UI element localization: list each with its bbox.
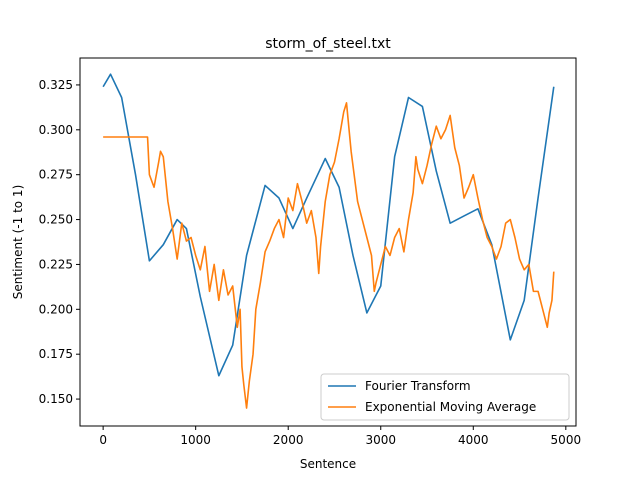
y-axis-ticks: 0.150 0.175 0.200 0.225 0.250 0.275 0.300 0.325 [39,78,80,406]
x-tick-label: 3000 [365,433,396,447]
y-tick-label: 0.275 [39,168,73,182]
y-tick-label: 0.175 [39,347,73,361]
x-tick-label: 0 [99,433,107,447]
legend: Fourier Transform Exponential Moving Ave… [320,373,570,421]
x-tick-label: 1000 [180,433,211,447]
x-axis-label: Sentence [300,457,356,471]
legend-label-fourier: Fourier Transform [365,379,471,393]
x-tick-label: 4000 [458,433,489,447]
legend-label-ema: Exponential Moving Average [365,400,536,414]
x-tick-label: 5000 [551,433,582,447]
legend-box [320,373,570,421]
y-tick-label: 0.150 [39,392,73,406]
x-tick-label: 2000 [273,433,304,447]
plot-frame [79,57,577,427]
y-tick-label: 0.200 [39,302,73,316]
x-axis-ticks: 0 1000 2000 3000 4000 5000 [99,426,581,447]
ema-line [103,102,555,409]
y-tick-label: 0.300 [39,123,73,137]
y-tick-label: 0.225 [39,257,73,271]
chart-title: storm_of_steel.txt [265,36,391,52]
fourier-transform-line [102,73,555,377]
y-tick-label: 0.325 [39,78,73,92]
plot-lines [102,73,555,409]
y-tick-label: 0.250 [39,213,73,227]
y-axis-label: Sentiment (-1 to 1) [11,185,25,299]
